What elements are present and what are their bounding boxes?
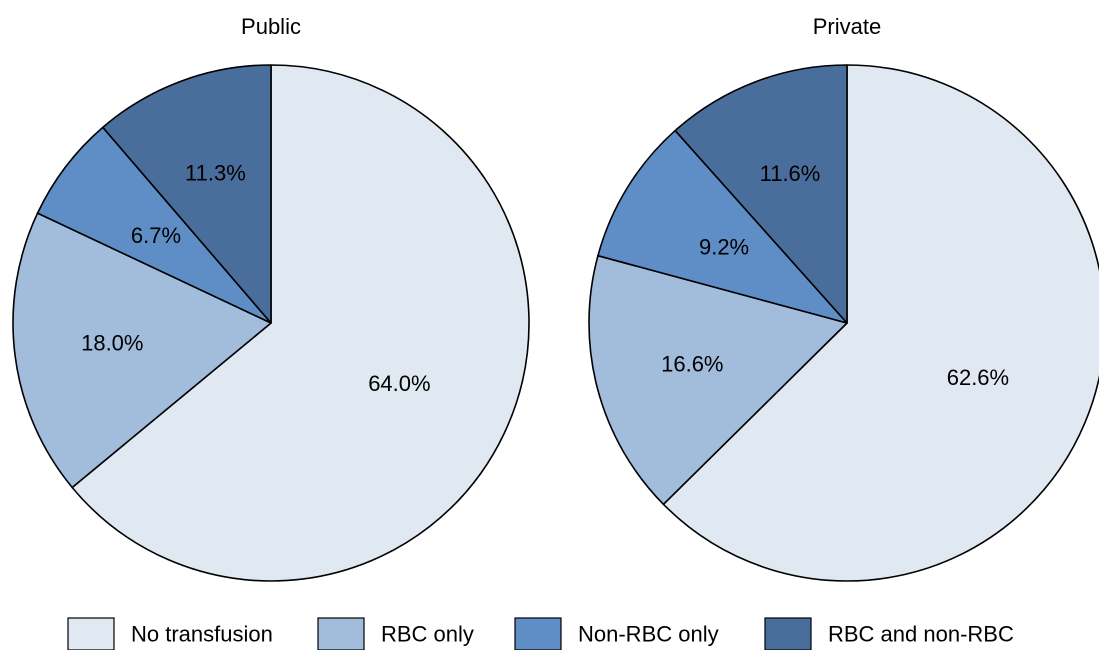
pie-slice-non-rbc-only	[597, 129, 848, 324]
legend-swatch-rbc-and-non-rbc	[764, 617, 812, 650]
legend-label-rbc-only: RBC only	[381, 622, 474, 647]
slice-label-no-transfusion: 62.6%	[947, 365, 1009, 390]
pie-title-public: Public	[241, 14, 301, 39]
legend-swatch-non-rbc-only	[514, 617, 562, 650]
pie-private: Private 62.6% 16.6% 9.2% 11.6%	[588, 14, 1099, 582]
pie-title-private: Private	[813, 14, 881, 39]
legend-item-rbc-only: RBC only	[317, 617, 474, 650]
legend-item-no-transfusion: No transfusion	[67, 617, 273, 650]
legend-item-rbc-and-non-rbc: RBC and non-RBC	[764, 617, 1014, 650]
pie-slice-rbc-only	[12, 212, 272, 489]
pie-slice-non-rbc-only	[36, 126, 272, 324]
legend-swatch-rbc-only	[317, 617, 365, 650]
legend-label-rbc-and-non-rbc: RBC and non-RBC	[828, 622, 1014, 647]
legend-swatch-no-transfusion	[67, 617, 115, 650]
pie-slice-rbc-and-non-rbc	[674, 64, 848, 324]
slice-label-rbc-and-non-rbc: 11.3%	[185, 161, 246, 186]
slice-label-no-transfusion: 64.0%	[368, 371, 430, 396]
slice-label-rbc-only: 18.0%	[81, 331, 143, 356]
slice-label-rbc-and-non-rbc: 11.6%	[760, 161, 821, 186]
legend-label-non-rbc-only: Non-RBC only	[578, 622, 719, 647]
pie-slice-no-transfusion	[71, 64, 530, 582]
pie-slice-rbc-only	[588, 254, 848, 506]
legend-item-non-rbc-only: Non-RBC only	[514, 617, 719, 650]
pie-public: Public 64.0% 18.0% 6.7% 11.3%	[12, 14, 530, 582]
slice-label-rbc-only: 16.6%	[661, 351, 723, 376]
slice-label-non-rbc-only: 9.2%	[699, 235, 749, 260]
pie-slice-rbc-and-non-rbc	[102, 64, 272, 324]
legend-label-no-transfusion: No transfusion	[131, 622, 273, 647]
pie-slice-no-transfusion	[662, 64, 1099, 582]
legend: No transfusion RBC only Non-RBC only RBC…	[67, 617, 1014, 650]
slice-label-non-rbc-only: 6.7%	[131, 223, 181, 248]
